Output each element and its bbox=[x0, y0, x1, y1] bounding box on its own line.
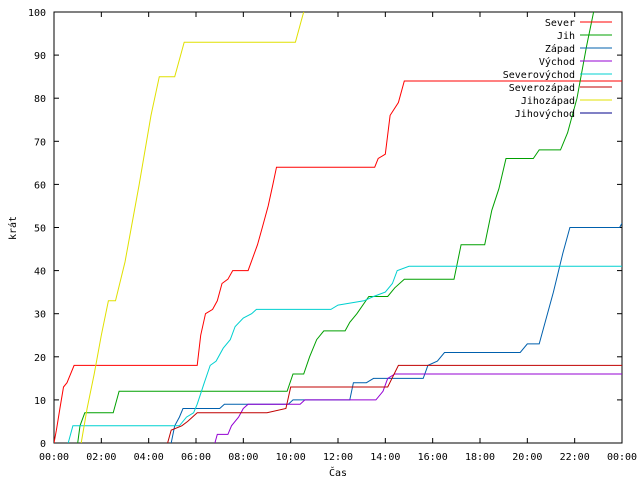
legend-label: Severozápad bbox=[509, 82, 575, 94]
x-tick-label: 14:00 bbox=[370, 452, 400, 463]
legend-label: Severovýchod bbox=[503, 69, 575, 81]
y-tick-label: 60 bbox=[34, 180, 46, 191]
plot-area bbox=[54, 12, 622, 443]
series-line-3 bbox=[170, 222, 622, 443]
y-tick-label: 10 bbox=[34, 396, 46, 407]
y-tick-label: 20 bbox=[34, 353, 46, 364]
y-tick-label: 70 bbox=[34, 137, 46, 148]
x-tick-label: 16:00 bbox=[418, 452, 448, 463]
y-tick-label: 80 bbox=[34, 94, 46, 105]
x-tick-label: 08:00 bbox=[228, 452, 258, 463]
x-tick-label: 10:00 bbox=[276, 452, 306, 463]
x-tick-label: 00:00 bbox=[39, 452, 69, 463]
y-tick-label: 0 bbox=[40, 439, 46, 450]
y-tick-label: 50 bbox=[34, 224, 46, 235]
legend-label: Jihozápad bbox=[521, 95, 575, 107]
y-axis-label: krát bbox=[7, 216, 19, 240]
y-tick-label: 30 bbox=[34, 310, 46, 321]
y-tick-label: 40 bbox=[34, 267, 46, 278]
series-line-4 bbox=[214, 373, 622, 443]
y-axis: 0 10 20 30 40 50 60 70 80 90 100 bbox=[28, 8, 622, 450]
series-line-2 bbox=[77, 12, 595, 443]
legend-label: Východ bbox=[539, 56, 575, 68]
legend-label: Jih bbox=[557, 31, 575, 42]
x-axis-label: Čas bbox=[329, 466, 347, 479]
series-line-7 bbox=[80, 12, 305, 443]
legend: Sever JihZápadVýchodSeverovýchodSeverozáp… bbox=[503, 18, 612, 120]
x-tick-label: 20:00 bbox=[512, 452, 542, 463]
x-tick-label: 06:00 bbox=[181, 452, 211, 463]
series-line-6 bbox=[167, 364, 622, 443]
y-tick-label: 100 bbox=[28, 8, 46, 19]
x-axis: 00:00 02:00 04:00 06:00 08:00 10:00 12:00 14:00… bbox=[39, 12, 637, 463]
series-line-5 bbox=[67, 265, 622, 443]
x-tick-label: 00:00 bbox=[607, 452, 637, 463]
series-line-1 bbox=[54, 80, 622, 443]
legend-label: Sever bbox=[545, 18, 575, 29]
x-tick-label: 18:00 bbox=[465, 452, 495, 463]
x-tick-label: 04:00 bbox=[134, 452, 164, 463]
x-tick-label: 12:00 bbox=[323, 452, 353, 463]
x-tick-label: 02:00 bbox=[86, 452, 116, 463]
legend-label: Jihovýchod bbox=[515, 108, 575, 120]
y-tick-label: 90 bbox=[34, 51, 46, 62]
x-tick-label: 22:00 bbox=[560, 452, 590, 463]
legend-label: Západ bbox=[545, 43, 575, 55]
